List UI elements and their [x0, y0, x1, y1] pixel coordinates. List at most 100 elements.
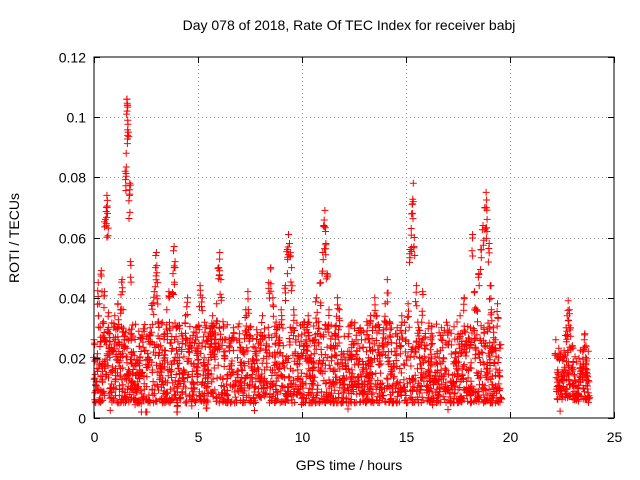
- data-point: [383, 374, 391, 382]
- data-point: [293, 385, 301, 393]
- data-point: [556, 407, 564, 415]
- data-point: [278, 320, 285, 328]
- data-point: [304, 320, 311, 328]
- data-point: [394, 378, 402, 386]
- data-point: [381, 397, 389, 405]
- data-point: [142, 396, 150, 404]
- data-point: [108, 367, 116, 374]
- data-point: [143, 408, 151, 416]
- data-point: [183, 303, 191, 311]
- data-point: [146, 340, 154, 348]
- data-point: [582, 365, 590, 372]
- data-point: [294, 388, 302, 396]
- data-point: [467, 339, 475, 346]
- data-point: [112, 392, 119, 400]
- data-point: [153, 279, 161, 287]
- data-point: [372, 323, 380, 331]
- data-point: [402, 337, 410, 345]
- data-point: [106, 394, 114, 402]
- data-point: [389, 389, 396, 397]
- data-point: [564, 306, 572, 314]
- data-point: [382, 324, 390, 332]
- data-point: [135, 359, 143, 367]
- data-point: [194, 371, 202, 379]
- data-point: [103, 213, 111, 221]
- data-point: [297, 337, 305, 345]
- data-point: [433, 367, 441, 375]
- data-point: [368, 398, 376, 406]
- data-point: [407, 348, 415, 356]
- data-point: [148, 366, 156, 374]
- data-point: [186, 323, 194, 331]
- data-point: [460, 295, 468, 303]
- data-point: [177, 330, 185, 338]
- data-point: [114, 300, 122, 308]
- data-point: [106, 330, 114, 338]
- data-point: [258, 359, 266, 367]
- data-point: [202, 384, 210, 392]
- data-point: [387, 348, 395, 356]
- data-point: [135, 342, 143, 350]
- data-point: [382, 398, 390, 406]
- data-point: [488, 393, 496, 401]
- data-point: [484, 319, 492, 327]
- data-point: [177, 393, 185, 401]
- data-point: [158, 374, 166, 382]
- data-point: [104, 232, 112, 240]
- data-point: [101, 356, 109, 364]
- data-point: [366, 319, 374, 327]
- data-point: [213, 394, 221, 401]
- data-point: [104, 362, 112, 370]
- data-point: [216, 249, 224, 256]
- data-point: [219, 395, 227, 403]
- data-point: [439, 358, 447, 366]
- data-point: [182, 334, 190, 342]
- data-point: [567, 332, 575, 340]
- data-point: [322, 380, 330, 388]
- data-point: [240, 360, 248, 367]
- data-point: [303, 370, 311, 378]
- data-point: [392, 351, 400, 359]
- data-point: [375, 349, 382, 357]
- data-point: [380, 343, 388, 351]
- data-point: [303, 342, 310, 349]
- data-point: [219, 318, 227, 326]
- data-point: [152, 252, 160, 259]
- data-point: [575, 390, 583, 398]
- data-point: [174, 378, 182, 386]
- data-point: [571, 353, 579, 361]
- data-point: [239, 349, 247, 357]
- data-point: [248, 364, 256, 372]
- data-point: [348, 343, 356, 351]
- data-point: [487, 294, 495, 302]
- data-point: [159, 389, 167, 397]
- data-point: [127, 273, 135, 281]
- data-point: [296, 375, 304, 383]
- data-point: [210, 364, 218, 372]
- data-point: [104, 209, 111, 217]
- data-point: [412, 298, 420, 306]
- data-point: [116, 357, 124, 365]
- data-point: [268, 372, 276, 379]
- data-point: [332, 373, 339, 381]
- data-point: [369, 389, 377, 397]
- data-point: [488, 381, 496, 389]
- data-point: [563, 327, 571, 335]
- data-point: [124, 120, 132, 128]
- data-point: [298, 401, 305, 408]
- data-point: [383, 276, 391, 284]
- data-point: [424, 381, 432, 389]
- data-point: [342, 366, 350, 373]
- data-point: [227, 370, 235, 378]
- data-point: [365, 371, 372, 379]
- data-point: [477, 266, 485, 273]
- data-point: [298, 369, 306, 377]
- data-point: [186, 339, 194, 347]
- data-point: [173, 350, 181, 358]
- data-point: [136, 374, 143, 382]
- data-point: [248, 378, 256, 386]
- data-point: [474, 318, 481, 326]
- data-point: [272, 318, 280, 326]
- data-point: [561, 394, 569, 402]
- data-point: [469, 234, 476, 242]
